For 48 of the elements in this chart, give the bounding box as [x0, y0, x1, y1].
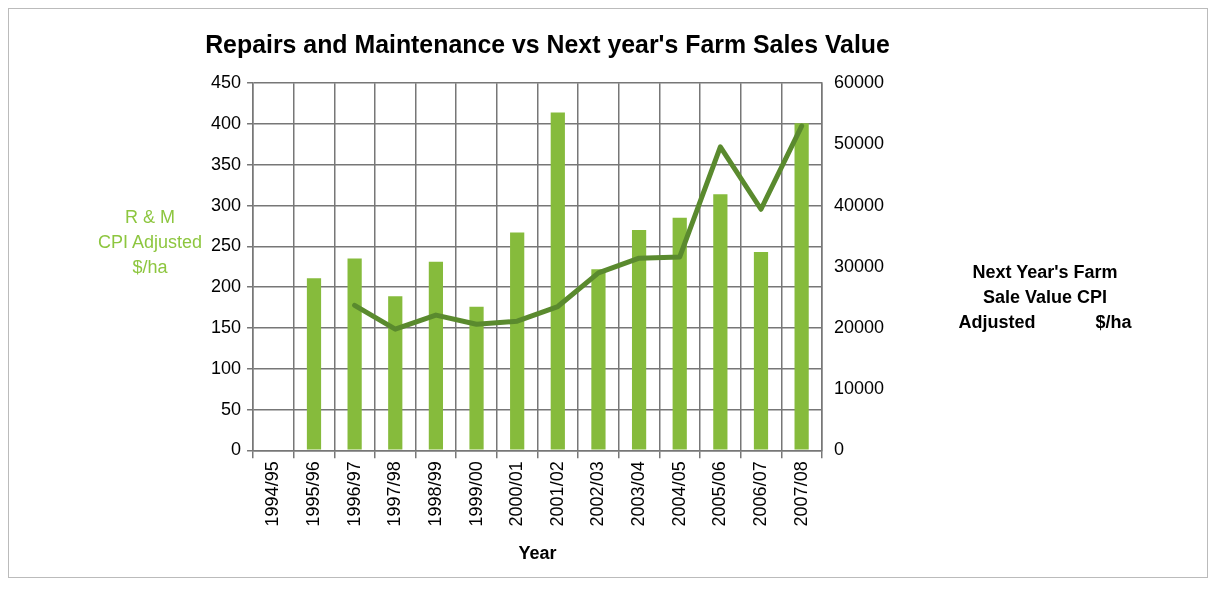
bar — [794, 123, 809, 450]
x-tick-label: 2002/03 — [587, 461, 608, 527]
y-tick-label: 0 — [231, 439, 242, 460]
y-tick-label: 300 — [210, 194, 242, 215]
y2-tick-label: 40000 — [833, 194, 885, 215]
x-tick-label: 2007/08 — [790, 461, 811, 527]
bar — [469, 306, 484, 450]
y-tick-label: 350 — [210, 153, 242, 174]
y2-tick-label: 30000 — [833, 255, 885, 276]
y-tick-label: 100 — [210, 357, 242, 378]
x-tick-label: 1995/96 — [302, 461, 323, 527]
bar — [550, 112, 565, 450]
y-axis-title: R & M CPI Adjusted $/ha — [97, 207, 203, 277]
chart-title: Repairs and Maintenance vs Next year's Farm Sales Value — [205, 29, 890, 58]
bar — [306, 278, 322, 450]
y-tick-label: 200 — [210, 276, 242, 297]
bar — [388, 296, 403, 450]
bar — [672, 217, 687, 450]
bar — [591, 269, 606, 450]
y2-axis-title: Next Year's Farm Sale Value CPI Adjusted $/ha — [957, 261, 1133, 334]
x-tick-label: 1999/00 — [465, 461, 486, 527]
bar — [510, 232, 525, 450]
x-tick-label: 2000/01 — [506, 461, 527, 527]
x-tick-label: 1994/95 — [262, 461, 283, 527]
x-tick-label: 2001/02 — [546, 461, 567, 527]
y2-tick-label: 50000 — [833, 133, 885, 154]
x-tick-label: 1997/98 — [384, 461, 405, 527]
x-tick-label: 2003/04 — [628, 461, 649, 527]
y2-tick-label: 0 — [833, 439, 844, 460]
bar — [713, 194, 728, 450]
bar — [428, 261, 444, 450]
bar — [753, 252, 769, 450]
x-tick-label: 2004/05 — [668, 461, 689, 527]
x-tick-label: 2005/06 — [709, 461, 730, 527]
bar — [347, 258, 362, 450]
y2-tick-label: 60000 — [833, 72, 885, 93]
x-tick-label: 2006/07 — [749, 461, 770, 527]
bar — [631, 230, 647, 450]
y-tick-label: 250 — [210, 235, 242, 256]
y-tick-label: 400 — [210, 112, 242, 133]
y-tick-label: 50 — [221, 398, 242, 419]
y2-tick-label: 10000 — [833, 378, 885, 399]
x-tick-label: 1998/99 — [424, 461, 445, 527]
x-axis-title: Year — [518, 543, 557, 564]
y-tick-label: 450 — [210, 72, 242, 93]
x-tick-label: 1996/97 — [343, 461, 364, 527]
y2-tick-label: 20000 — [833, 316, 885, 337]
y-tick-label: 150 — [210, 316, 242, 337]
